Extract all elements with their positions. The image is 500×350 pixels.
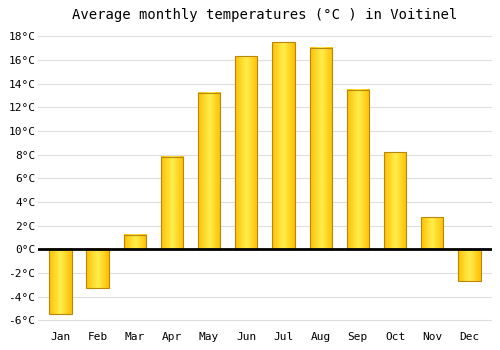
Bar xyxy=(458,249,480,281)
Bar xyxy=(161,157,183,249)
Bar xyxy=(421,217,444,249)
Bar xyxy=(86,249,108,288)
Title: Average monthly temperatures (°C ) in Voitinel: Average monthly temperatures (°C ) in Vo… xyxy=(72,8,458,22)
Bar xyxy=(235,56,258,249)
Bar xyxy=(346,90,369,249)
Bar xyxy=(198,93,220,249)
Bar xyxy=(50,249,72,314)
Bar xyxy=(384,152,406,249)
Bar xyxy=(310,48,332,249)
Bar xyxy=(272,42,294,249)
Bar xyxy=(124,235,146,249)
